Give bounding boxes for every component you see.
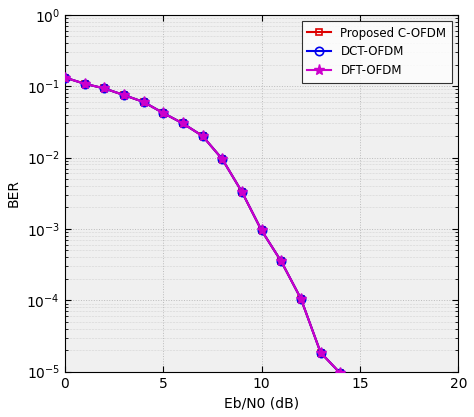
DCT-OFDM xyxy=(180,121,186,126)
DFT-OFDM xyxy=(259,228,264,233)
Proposed C-OFDM xyxy=(337,371,343,376)
Proposed C-OFDM xyxy=(200,133,205,138)
DFT-OFDM xyxy=(62,75,68,80)
DCT-OFDM xyxy=(278,259,284,264)
DCT-OFDM xyxy=(121,93,127,98)
DCT-OFDM xyxy=(219,157,225,162)
Line: Proposed C-OFDM: Proposed C-OFDM xyxy=(62,74,344,377)
Proposed C-OFDM xyxy=(278,259,284,264)
DFT-OFDM xyxy=(141,100,146,105)
Line: DCT-OFDM: DCT-OFDM xyxy=(61,73,345,377)
DFT-OFDM xyxy=(101,86,107,91)
DCT-OFDM xyxy=(239,189,245,194)
DCT-OFDM xyxy=(62,75,68,80)
DCT-OFDM xyxy=(141,100,146,105)
Y-axis label: BER: BER xyxy=(7,179,21,207)
Proposed C-OFDM xyxy=(219,157,225,162)
Proposed C-OFDM xyxy=(141,100,146,105)
DFT-OFDM xyxy=(278,259,284,264)
DCT-OFDM xyxy=(318,350,323,355)
DCT-OFDM xyxy=(200,133,205,138)
Proposed C-OFDM xyxy=(82,81,87,86)
DFT-OFDM xyxy=(337,371,343,376)
Proposed C-OFDM xyxy=(160,111,166,116)
DFT-OFDM xyxy=(219,157,225,162)
Legend: Proposed C-OFDM, DCT-OFDM, DFT-OFDM: Proposed C-OFDM, DCT-OFDM, DFT-OFDM xyxy=(301,21,452,83)
DCT-OFDM xyxy=(160,111,166,116)
DCT-OFDM xyxy=(101,86,107,91)
DFT-OFDM xyxy=(239,189,245,194)
Line: DFT-OFDM: DFT-OFDM xyxy=(59,72,346,379)
DCT-OFDM xyxy=(298,296,304,301)
DFT-OFDM xyxy=(180,121,186,126)
DFT-OFDM xyxy=(298,296,304,301)
Proposed C-OFDM xyxy=(121,93,127,98)
X-axis label: Eb/N0 (dB): Eb/N0 (dB) xyxy=(224,396,299,410)
DCT-OFDM xyxy=(259,228,264,233)
Proposed C-OFDM xyxy=(259,228,264,233)
DFT-OFDM xyxy=(318,350,323,355)
Proposed C-OFDM xyxy=(101,86,107,91)
DFT-OFDM xyxy=(121,93,127,98)
DFT-OFDM xyxy=(82,81,87,86)
DFT-OFDM xyxy=(160,111,166,116)
Proposed C-OFDM xyxy=(62,75,68,80)
Proposed C-OFDM xyxy=(298,296,304,301)
Proposed C-OFDM xyxy=(180,121,186,126)
DCT-OFDM xyxy=(82,81,87,86)
Proposed C-OFDM xyxy=(318,350,323,355)
DFT-OFDM xyxy=(200,133,205,138)
DCT-OFDM xyxy=(337,371,343,376)
Proposed C-OFDM xyxy=(239,189,245,194)
